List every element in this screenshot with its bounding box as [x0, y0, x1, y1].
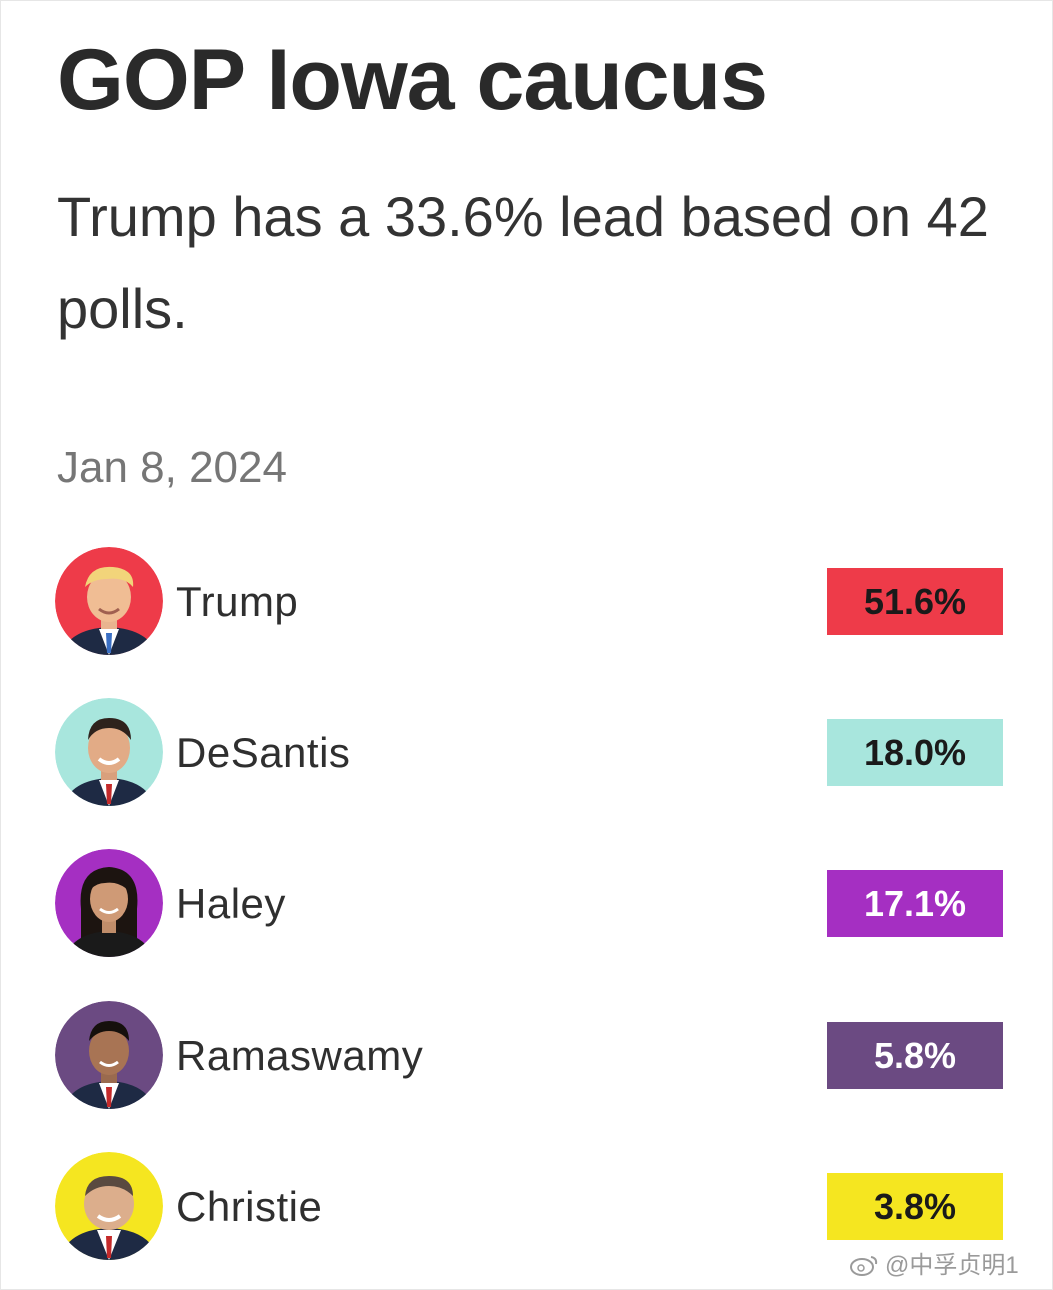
percentage-badge: 3.8% — [827, 1173, 1003, 1240]
candidate-row-haley[interactable]: Haley 17.1% — [1, 849, 1053, 959]
candidate-row-desantis[interactable]: DeSantis 18.0% — [1, 698, 1053, 808]
candidate-name: Ramaswamy — [176, 1032, 424, 1079]
haley-avatar-icon — [55, 849, 163, 957]
candidate-row-christie[interactable]: Christie 3.8% — [1, 1152, 1053, 1262]
percentage-badge: 5.8% — [827, 1022, 1003, 1089]
trump-avatar-icon — [55, 547, 163, 655]
lead-summary: Trump has a 33.6% lead based on 42 polls… — [57, 185, 989, 340]
candidate-name: Christie — [176, 1183, 323, 1230]
percentage-badge: 18.0% — [827, 719, 1003, 786]
watermark: @中孚贞明1 — [849, 1245, 1019, 1280]
desantis-avatar-icon — [55, 698, 163, 806]
poll-date: Jan 8, 2024 — [57, 443, 287, 492]
christie-avatar-icon — [55, 1152, 163, 1260]
weibo-icon — [849, 1254, 879, 1276]
watermark-text: @中孚贞明1 — [885, 1252, 1019, 1279]
candidate-row-ramaswamy[interactable]: Ramaswamy 5.8% — [1, 1001, 1053, 1111]
percentage-badge: 51.6% — [827, 568, 1003, 635]
percentage-badge: 17.1% — [827, 870, 1003, 937]
candidate-name: DeSantis — [176, 729, 351, 776]
candidate-name: Trump — [176, 578, 299, 625]
candidate-name: Haley — [176, 880, 286, 927]
candidate-row-trump[interactable]: Trump 51.6% — [1, 547, 1053, 657]
page-title: GOP Iowa caucus — [57, 32, 768, 128]
ramaswamy-avatar-icon — [55, 1001, 163, 1109]
